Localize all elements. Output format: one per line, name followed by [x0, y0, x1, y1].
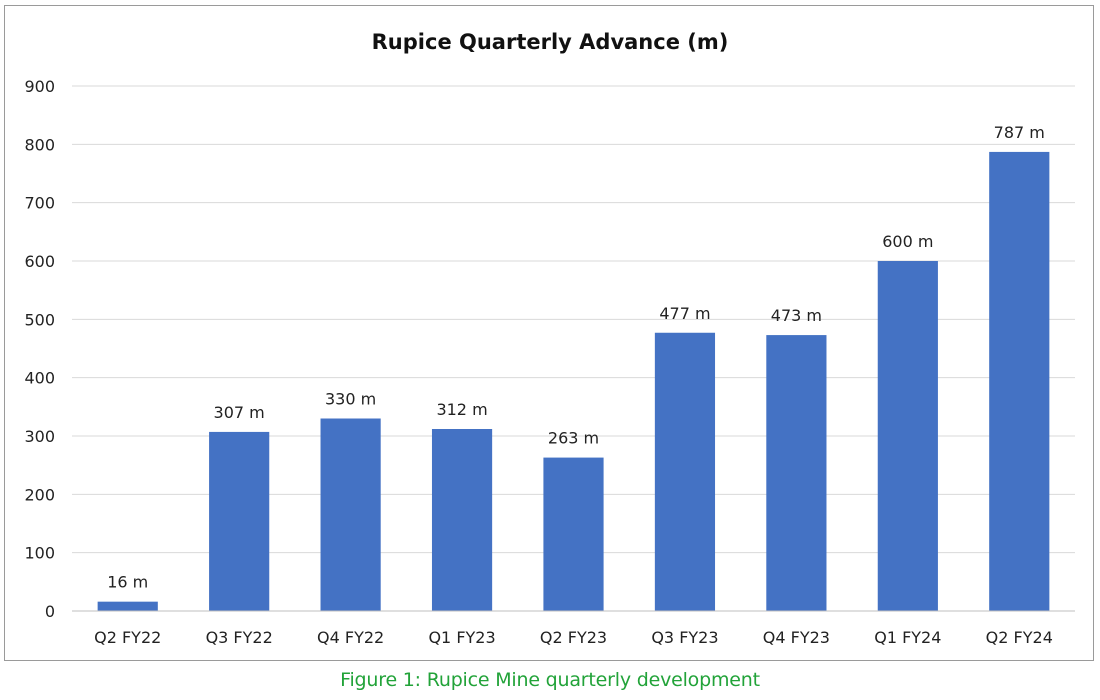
- data-label: 477 m: [659, 304, 710, 323]
- y-tick-label: 900: [24, 77, 55, 96]
- bar: [97, 601, 158, 611]
- chart-svg: Rupice Quarterly Advance (m) 0 100 200 300 4…: [24, 30, 1075, 647]
- y-tick-label: 500: [24, 310, 55, 329]
- x-tick-label: Q3 FY23: [651, 628, 718, 647]
- y-tick-label: 400: [24, 369, 55, 388]
- bar: [877, 261, 938, 611]
- x-tick-label: Q1 FY24: [874, 628, 941, 647]
- y-tick-label: 0: [45, 602, 55, 621]
- figure-caption: Figure 1: Rupice Mine quarterly developm…: [340, 669, 760, 691]
- data-label-layer: 16 m 307 m 330 m 312 m 263 m 477 m 473 m 600 m 7…: [107, 123, 1045, 592]
- x-tick-label: Q3 FY22: [206, 628, 273, 647]
- bar: [989, 151, 1050, 611]
- data-label: 16 m: [107, 573, 148, 592]
- x-tick-label: Q2 FY22: [94, 628, 161, 647]
- data-label: 330 m: [325, 390, 376, 409]
- data-label: 263 m: [548, 429, 599, 448]
- y-tick-label: 200: [24, 485, 55, 504]
- data-label: 307 m: [214, 403, 265, 422]
- bar: [543, 457, 604, 611]
- chart-title: Rupice Quarterly Advance (m): [372, 30, 729, 54]
- bar: [766, 335, 827, 611]
- x-tick-label: Q4 FY22: [317, 628, 384, 647]
- y-tick-label: 300: [24, 427, 55, 446]
- bar: [209, 431, 270, 611]
- y-tick-label: 800: [24, 135, 55, 154]
- bar: [320, 418, 381, 611]
- data-label: 600 m: [882, 232, 933, 251]
- bar: [431, 429, 493, 611]
- bar: [654, 332, 716, 611]
- data-label: 312 m: [436, 400, 487, 419]
- x-tick-label: Q2 FY24: [986, 628, 1053, 647]
- y-axis-labels: 0 100 200 300 400 500 600 700 800 900: [24, 77, 55, 621]
- y-tick-label: 700: [24, 194, 55, 213]
- x-tick-label: Q2 FY23: [540, 628, 607, 647]
- x-tick-label: Q4 FY23: [763, 628, 830, 647]
- y-tick-label: 600: [24, 252, 55, 271]
- data-label: 787 m: [994, 123, 1045, 142]
- x-axis-labels: Q2 FY22 Q3 FY22 Q4 FY22 Q1 FY23 Q2 FY23 Q3 FY…: [94, 628, 1053, 647]
- y-tick-label: 100: [24, 544, 55, 563]
- chart-frame: Rupice Quarterly Advance (m) 0 100 200 300 4…: [4, 5, 1094, 661]
- bar-layer: [97, 151, 1050, 611]
- data-label: 473 m: [771, 306, 822, 325]
- x-tick-label: Q1 FY23: [428, 628, 495, 647]
